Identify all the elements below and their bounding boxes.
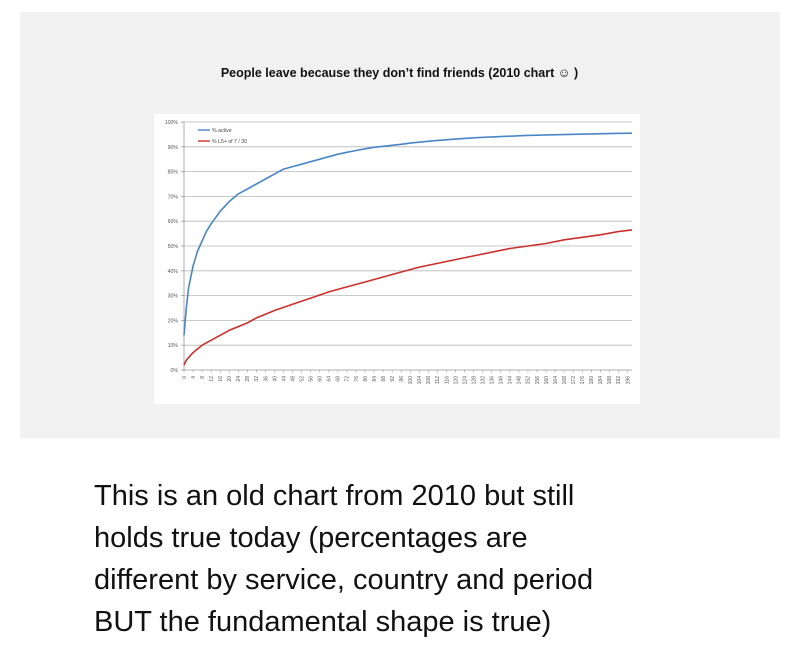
- x-tick-label: 56: [309, 376, 315, 382]
- x-tick-label: 168: [562, 376, 568, 385]
- y-tick-label: 90%: [168, 145, 179, 151]
- x-tick-label: 48: [290, 376, 296, 382]
- chart-title: People leave because they don’t find fri…: [220, 66, 579, 80]
- x-tick-label: 24: [236, 376, 242, 382]
- x-tick-label: 72: [345, 376, 351, 382]
- line-chart: 0%10%20%30%40%50%60%70%80%90%100%0 4 8 12 16…: [165, 120, 633, 385]
- x-tick-label: 100: [408, 376, 414, 385]
- y-tick-label: 100%: [165, 120, 179, 126]
- x-tick-label: 140: [499, 376, 505, 385]
- x-tick-label: 112: [435, 376, 441, 384]
- x-tick-label: 192: [616, 376, 622, 385]
- caption-line: BUT the fundamental shape is true): [94, 606, 552, 638]
- y-tick-label: 20%: [168, 318, 179, 324]
- x-tick-label: 84: [372, 376, 378, 382]
- x-tick-label: 92: [390, 376, 396, 382]
- y-tick-label: 30%: [168, 294, 179, 300]
- x-tick-label: 36: [263, 376, 269, 382]
- x-tick-label: 80: [363, 376, 369, 382]
- x-tick-label: 176: [580, 376, 586, 385]
- x-tick-label: 68: [336, 376, 342, 382]
- x-tick-label: 32: [254, 376, 260, 382]
- x-tick-label: 136: [490, 376, 496, 385]
- x-tick-label: 40: [272, 376, 278, 382]
- x-tick-label: 88: [381, 376, 387, 382]
- x-tick-label: 0: [182, 376, 188, 379]
- x-tick-label: 4: [191, 376, 197, 379]
- caption-line: holds true today (percentages are: [94, 522, 528, 554]
- x-tick-label: 44: [281, 376, 287, 382]
- x-tick-label: 52: [299, 376, 305, 382]
- y-tick-label: 10%: [168, 343, 179, 349]
- x-tick-label: 152: [526, 376, 532, 385]
- x-tick-label: 180: [589, 376, 595, 385]
- x-tick-label: 96: [399, 376, 405, 382]
- y-tick-label: 80%: [168, 170, 179, 176]
- y-tick-label: 50%: [168, 244, 179, 250]
- x-tick-label: 196: [625, 376, 631, 385]
- x-tick-label: 60: [318, 376, 324, 382]
- x-tick-label: 148: [517, 376, 523, 385]
- x-tick-label: 160: [544, 376, 550, 385]
- x-tick-label: 16: [218, 376, 224, 382]
- caption: This is an old chart from 2010 but still…: [94, 475, 734, 643]
- x-tick-label: 164: [553, 376, 559, 385]
- x-tick-label: 28: [245, 376, 251, 382]
- y-tick-label: 70%: [168, 194, 179, 200]
- x-tick-label: 188: [607, 376, 613, 385]
- x-tick-label: 108: [426, 376, 432, 385]
- y-tick-label: 40%: [168, 269, 179, 275]
- x-tick-label: 144: [508, 376, 514, 385]
- legend-label: % L5+ of 7 / 30: [212, 139, 247, 145]
- x-tick-label: 124: [462, 376, 468, 385]
- x-tick-label: 128: [471, 376, 477, 385]
- x-tick-label: 104: [417, 376, 423, 385]
- y-tick-label: 60%: [168, 219, 179, 225]
- legend-label: % active: [212, 128, 232, 134]
- x-tick-label: 76: [354, 376, 360, 382]
- caption-line: This is an old chart from 2010 but still: [94, 480, 575, 512]
- x-tick-label: 8: [200, 376, 206, 379]
- y-tick-label: 0%: [171, 368, 179, 374]
- plot-area: 0% 10% 20% 30% 40% 50% 60% 70% 80% 90% 100% 0 4 8 12 16…: [154, 114, 640, 404]
- caption-line: different by service, country and period: [94, 564, 594, 596]
- x-tick-label: 132: [480, 376, 486, 385]
- x-tick-label: 12: [209, 376, 215, 382]
- x-tick-label: 20: [227, 376, 233, 382]
- x-tick-label: 156: [535, 376, 541, 385]
- x-tick-label: 64: [327, 376, 333, 382]
- series-line: [183, 229, 633, 366]
- x-tick-label: 184: [598, 376, 604, 385]
- x-tick-label: 172: [571, 376, 577, 385]
- x-tick-label: 116: [444, 376, 450, 384]
- x-tick-label: 120: [453, 376, 459, 385]
- series-line: [183, 132, 633, 336]
